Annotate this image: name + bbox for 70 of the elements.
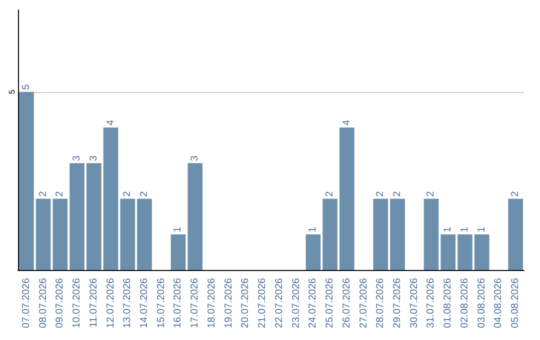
- data-label: 2: [54, 190, 66, 197]
- data-label: 2: [139, 190, 150, 197]
- bar: [373, 198, 388, 270]
- data-label: 3: [88, 155, 100, 162]
- x-tick-label: 28.07.2026: [375, 278, 386, 328]
- bar: [19, 92, 34, 270]
- x-tick-label: 23.07.2026: [290, 278, 302, 328]
- bar: [52, 198, 68, 270]
- x-tick-label: 29.07.2026: [392, 278, 403, 328]
- x-tick-label: 07.07.2026: [20, 278, 32, 328]
- x-tick-label: 02.08.2026: [459, 278, 470, 328]
- bar: [70, 163, 84, 270]
- data-label: 5: [8, 89, 16, 94]
- data-label: 1: [442, 226, 454, 232]
- bar: [120, 198, 136, 270]
- data-label: 1: [308, 226, 319, 232]
- x-tick-label: 01.08.2026: [442, 278, 454, 328]
- x-tick-label: 27.07.2026: [358, 278, 370, 328]
- bar: [86, 163, 102, 270]
- bar: [103, 128, 118, 270]
- bar: [458, 234, 472, 270]
- x-tick-label: 11.07.2026: [88, 278, 100, 328]
- x-tick-label: 21.07.2026: [257, 278, 268, 328]
- x-tick-label: 14.07.2026: [139, 278, 150, 328]
- x-tick-label: 20.07.2026: [240, 278, 252, 328]
- x-tick-label: 17.07.2026: [190, 278, 201, 328]
- bar: [390, 198, 405, 270]
- x-tick-label: 09.07.2026: [54, 278, 66, 328]
- bar: [137, 198, 152, 270]
- x-tick-label: 05.08.2026: [510, 278, 522, 328]
- x-tick-label: 25.07.2026: [324, 278, 336, 328]
- x-tick-label: 10.07.2026: [72, 278, 83, 328]
- data-label: 2: [510, 190, 522, 197]
- bar: [474, 234, 490, 270]
- bar: [36, 198, 51, 270]
- bar: [424, 198, 439, 270]
- x-tick-label: 03.08.2026: [476, 278, 488, 328]
- x-tick-label: 24.07.2026: [308, 278, 319, 328]
- data-label: 1: [459, 226, 470, 232]
- x-tick-label: 26.07.2026: [341, 278, 352, 328]
- x-tick-label: 04.08.2026: [493, 278, 504, 328]
- data-label: 2: [392, 190, 403, 197]
- data-label: 2: [324, 190, 336, 197]
- x-tick-label: 13.07.2026: [122, 278, 134, 328]
- x-tick-label: 18.07.2026: [206, 278, 218, 328]
- bar: [339, 128, 354, 270]
- data-label: 4: [105, 120, 116, 126]
- bar: [170, 234, 186, 270]
- x-tick-label: 19.07.2026: [223, 278, 234, 328]
- x-tick-label: 15.07.2026: [156, 278, 167, 328]
- data-label: 4: [341, 120, 352, 126]
- bar: [306, 234, 321, 270]
- data-label: 2: [38, 190, 49, 197]
- data-label: 2: [426, 190, 437, 197]
- bar: [188, 163, 203, 270]
- bar: [322, 198, 338, 270]
- data-label: 3: [72, 155, 83, 162]
- bar: [440, 234, 456, 270]
- x-tick-label: 12.07.2026: [105, 278, 116, 328]
- data-label: 2: [375, 190, 386, 197]
- data-label: 1: [476, 226, 488, 232]
- data-label: 3: [190, 155, 201, 162]
- data-label: 2: [122, 190, 134, 197]
- x-tick-label: 22.07.2026: [274, 278, 285, 328]
- x-tick-label: 31.07.2026: [426, 278, 437, 328]
- bar: [508, 198, 523, 270]
- x-tick-label: 08.07.2026: [38, 278, 49, 328]
- x-tick-label: 30.07.2026: [408, 278, 420, 328]
- x-tick-label: 16.07.2026: [172, 278, 184, 328]
- data-label: 1: [172, 226, 184, 232]
